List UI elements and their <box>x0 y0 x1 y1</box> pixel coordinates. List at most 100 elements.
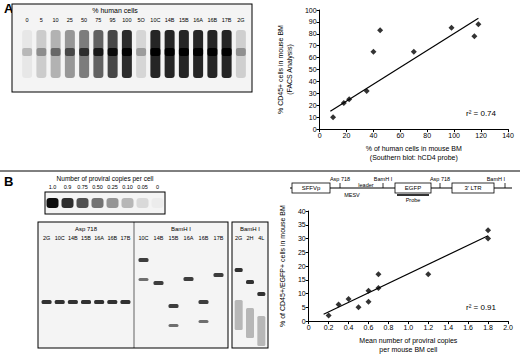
svg-text:3' LTR: 3' LTR <box>464 185 482 191</box>
svg-text:75: 75 <box>95 17 101 23</box>
svg-text:1.0: 1.0 <box>49 184 57 190</box>
svg-text:10: 10 <box>53 17 59 23</box>
svg-text:100: 100 <box>448 132 460 139</box>
svg-text:50: 50 <box>309 66 317 73</box>
svg-text:4L: 4L <box>258 235 264 241</box>
svg-text:0: 0 <box>302 318 306 325</box>
svg-text:90: 90 <box>309 18 317 25</box>
svg-text:60: 60 <box>309 54 317 61</box>
svg-text:Number of proviral copies per: Number of proviral copies per cell <box>57 175 154 183</box>
svg-text:0.8: 0.8 <box>384 324 394 331</box>
svg-text:17B: 17B <box>121 235 131 241</box>
svg-text:2H: 2H <box>246 235 253 241</box>
svg-text:r² = 0.74: r² = 0.74 <box>466 109 497 118</box>
svg-text:leader: leader <box>358 182 373 188</box>
svg-text:80: 80 <box>309 30 317 37</box>
svg-text:15B: 15B <box>179 17 189 23</box>
svg-text:0.05: 0.05 <box>137 184 148 190</box>
svg-text:Mean number of proviral copies: Mean number of proviral copies <box>359 337 458 345</box>
svg-text:50: 50 <box>81 17 87 23</box>
svg-text:Asp 718: Asp 718 <box>430 176 450 182</box>
svg-text:0.75: 0.75 <box>77 184 88 190</box>
svg-text:70: 70 <box>309 42 317 49</box>
svg-text:2G: 2G <box>237 17 244 23</box>
svg-text:30: 30 <box>309 90 317 97</box>
svg-text:1.8: 1.8 <box>483 324 493 331</box>
svg-text:16A: 16A <box>94 235 104 241</box>
svg-text:30: 30 <box>298 235 306 242</box>
svg-text:0.50: 0.50 <box>92 184 103 190</box>
svg-text:1.6: 1.6 <box>463 324 473 331</box>
svg-text:1.4: 1.4 <box>443 324 453 331</box>
svg-text:2.0: 2.0 <box>503 324 513 331</box>
svg-text:40: 40 <box>370 132 378 139</box>
svg-text:0: 0 <box>156 184 159 190</box>
svg-text:5: 5 <box>302 304 306 311</box>
svg-text:16B: 16B <box>199 235 209 241</box>
svg-text:15B: 15B <box>169 235 179 241</box>
svg-text:80: 80 <box>423 132 431 139</box>
svg-text:14B: 14B <box>154 235 164 241</box>
svg-text:10C: 10C <box>55 235 65 241</box>
svg-text:10C: 10C <box>150 17 160 23</box>
svg-text:1.2: 1.2 <box>423 324 433 331</box>
svg-text:140: 140 <box>502 132 514 139</box>
svg-text:20: 20 <box>298 263 306 270</box>
svg-text:95: 95 <box>110 17 116 23</box>
svg-text:15: 15 <box>298 276 306 283</box>
svg-text:BamH I: BamH I <box>487 176 506 182</box>
svg-text:0.10: 0.10 <box>122 184 133 190</box>
svg-text:0: 0 <box>313 126 317 133</box>
svg-text:0.4: 0.4 <box>344 324 354 331</box>
svg-text:16B: 16B <box>207 17 217 23</box>
svg-text:(Southern blot: hCD4 probe): (Southern blot: hCD4 probe) <box>370 154 458 162</box>
svg-text:% CD45+ cells in mouse BM: % CD45+ cells in mouse BM <box>277 25 284 114</box>
svg-text:% of CD45+/EGFP+ cells in mous: % of CD45+/EGFP+ cells in mouse BM <box>279 205 286 327</box>
svg-text:16B: 16B <box>107 235 117 241</box>
svg-text:BamH I: BamH I <box>240 226 260 232</box>
svg-text:0.9: 0.9 <box>64 184 72 190</box>
svg-text:2G: 2G <box>235 235 242 241</box>
svg-text:Probe: Probe <box>406 197 421 203</box>
svg-text:40: 40 <box>298 208 306 215</box>
svg-text:20: 20 <box>309 102 317 109</box>
svg-text:60: 60 <box>396 132 404 139</box>
svg-text:0: 0 <box>318 132 322 139</box>
svg-text:14B: 14B <box>68 235 78 241</box>
svg-text:120: 120 <box>475 132 487 139</box>
svg-text:5: 5 <box>40 17 43 23</box>
svg-text:BamH I: BamH I <box>374 176 393 182</box>
svg-text:14B: 14B <box>165 17 175 23</box>
svg-text:10: 10 <box>298 290 306 297</box>
svg-text:20: 20 <box>343 132 351 139</box>
svg-text:1.0: 1.0 <box>403 324 413 331</box>
svg-text:25: 25 <box>67 17 73 23</box>
svg-text:15B: 15B <box>81 235 91 241</box>
svg-text:per mouse BM cell: per mouse BM cell <box>379 346 437 354</box>
svg-text:10C: 10C <box>138 235 148 241</box>
svg-text:0.2: 0.2 <box>324 324 334 331</box>
svg-text:% human cells: % human cells <box>92 7 138 14</box>
svg-text:17B: 17B <box>222 17 232 23</box>
svg-text:SFFVp: SFFVp <box>302 185 321 191</box>
svg-text:17B: 17B <box>214 235 224 241</box>
svg-text:16A: 16A <box>184 235 194 241</box>
svg-text:10: 10 <box>309 114 317 121</box>
svg-text:Asp 718: Asp 718 <box>330 176 350 182</box>
svg-text:0.6: 0.6 <box>364 324 374 331</box>
svg-text:Asp 718: Asp 718 <box>75 226 98 232</box>
svg-text:40: 40 <box>309 78 317 85</box>
svg-text:BamH I: BamH I <box>171 226 191 232</box>
svg-text:16A: 16A <box>193 17 203 23</box>
svg-text:2G: 2G <box>43 235 50 241</box>
svg-text:EGFP: EGFP <box>405 185 421 191</box>
svg-text:B: B <box>4 174 13 189</box>
svg-text:5O: 5O <box>137 17 145 23</box>
svg-text:100: 100 <box>122 17 131 23</box>
svg-text:0: 0 <box>26 17 29 23</box>
svg-text:(FACS Analysis): (FACS Analysis) <box>286 44 294 95</box>
svg-text:0.25: 0.25 <box>107 184 118 190</box>
svg-text:25: 25 <box>298 249 306 256</box>
svg-text:MESV: MESV <box>344 192 360 198</box>
svg-text:100: 100 <box>305 7 317 14</box>
